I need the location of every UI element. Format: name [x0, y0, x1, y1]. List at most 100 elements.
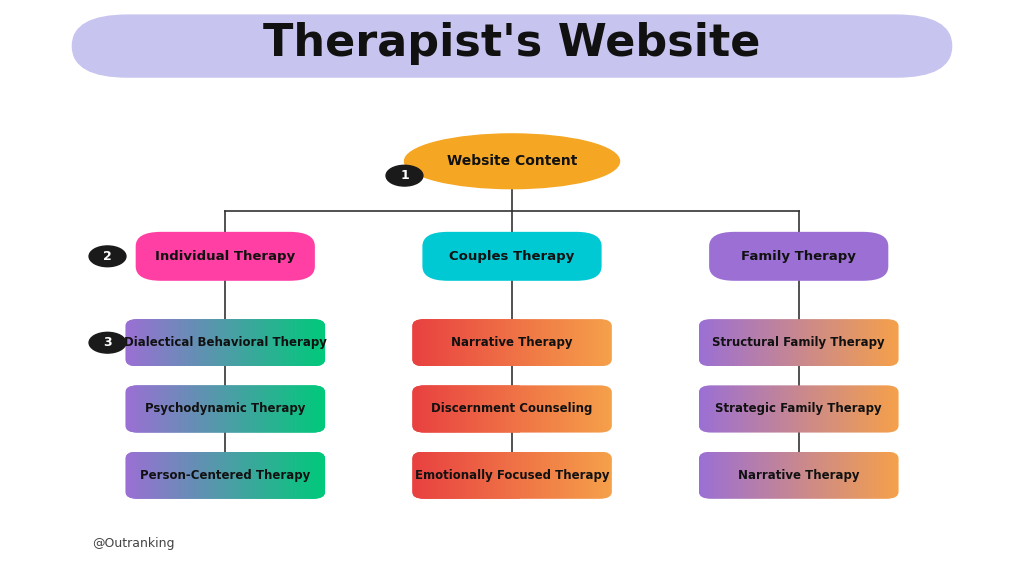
FancyBboxPatch shape: [843, 319, 844, 366]
FancyBboxPatch shape: [254, 385, 256, 433]
FancyBboxPatch shape: [256, 319, 258, 366]
FancyBboxPatch shape: [508, 319, 510, 366]
FancyBboxPatch shape: [858, 385, 859, 433]
FancyBboxPatch shape: [126, 385, 128, 433]
FancyBboxPatch shape: [578, 385, 580, 433]
FancyBboxPatch shape: [779, 319, 781, 366]
FancyBboxPatch shape: [840, 319, 841, 366]
FancyBboxPatch shape: [449, 452, 450, 499]
FancyBboxPatch shape: [276, 385, 278, 433]
FancyBboxPatch shape: [434, 319, 435, 366]
FancyBboxPatch shape: [167, 319, 169, 366]
FancyBboxPatch shape: [816, 385, 817, 433]
FancyBboxPatch shape: [198, 385, 199, 433]
FancyBboxPatch shape: [497, 385, 499, 433]
FancyBboxPatch shape: [513, 319, 514, 366]
FancyBboxPatch shape: [482, 452, 483, 499]
FancyBboxPatch shape: [897, 452, 898, 499]
FancyBboxPatch shape: [830, 319, 833, 366]
FancyBboxPatch shape: [524, 319, 525, 366]
FancyBboxPatch shape: [148, 319, 150, 366]
FancyBboxPatch shape: [145, 452, 146, 499]
FancyBboxPatch shape: [236, 319, 237, 366]
FancyBboxPatch shape: [163, 385, 164, 433]
FancyBboxPatch shape: [738, 385, 739, 433]
FancyBboxPatch shape: [189, 319, 190, 366]
FancyBboxPatch shape: [761, 385, 762, 433]
FancyBboxPatch shape: [418, 319, 420, 366]
FancyBboxPatch shape: [310, 452, 311, 499]
FancyBboxPatch shape: [161, 452, 162, 499]
FancyBboxPatch shape: [834, 385, 836, 433]
FancyBboxPatch shape: [469, 452, 471, 499]
FancyBboxPatch shape: [890, 385, 891, 433]
FancyBboxPatch shape: [585, 452, 587, 499]
FancyBboxPatch shape: [461, 452, 463, 499]
FancyBboxPatch shape: [797, 319, 799, 366]
FancyBboxPatch shape: [577, 385, 579, 433]
FancyBboxPatch shape: [850, 319, 851, 366]
FancyBboxPatch shape: [706, 452, 708, 499]
FancyBboxPatch shape: [792, 319, 794, 366]
FancyBboxPatch shape: [737, 385, 738, 433]
FancyBboxPatch shape: [140, 452, 142, 499]
FancyBboxPatch shape: [301, 319, 303, 366]
FancyBboxPatch shape: [889, 385, 890, 433]
FancyBboxPatch shape: [778, 385, 780, 433]
FancyBboxPatch shape: [159, 385, 160, 433]
FancyBboxPatch shape: [506, 452, 508, 499]
FancyBboxPatch shape: [502, 385, 504, 433]
FancyBboxPatch shape: [570, 319, 571, 366]
FancyBboxPatch shape: [831, 452, 834, 499]
FancyBboxPatch shape: [525, 385, 526, 433]
FancyBboxPatch shape: [261, 452, 263, 499]
FancyBboxPatch shape: [534, 385, 536, 433]
FancyBboxPatch shape: [417, 319, 419, 366]
FancyBboxPatch shape: [544, 319, 546, 366]
FancyBboxPatch shape: [523, 452, 524, 499]
FancyBboxPatch shape: [719, 452, 720, 499]
FancyBboxPatch shape: [871, 319, 873, 366]
FancyBboxPatch shape: [231, 452, 232, 499]
FancyBboxPatch shape: [199, 385, 200, 433]
FancyBboxPatch shape: [164, 452, 165, 499]
FancyBboxPatch shape: [413, 452, 415, 499]
FancyBboxPatch shape: [540, 319, 542, 366]
FancyBboxPatch shape: [131, 385, 133, 433]
FancyBboxPatch shape: [850, 385, 851, 433]
FancyBboxPatch shape: [751, 452, 753, 499]
FancyBboxPatch shape: [861, 385, 863, 433]
FancyBboxPatch shape: [445, 319, 446, 366]
FancyBboxPatch shape: [437, 385, 438, 433]
FancyBboxPatch shape: [511, 319, 512, 366]
FancyBboxPatch shape: [435, 319, 436, 366]
FancyBboxPatch shape: [250, 385, 252, 433]
FancyBboxPatch shape: [319, 385, 321, 433]
FancyBboxPatch shape: [843, 452, 844, 499]
FancyBboxPatch shape: [442, 385, 443, 433]
FancyBboxPatch shape: [425, 452, 427, 499]
FancyBboxPatch shape: [748, 452, 750, 499]
FancyBboxPatch shape: [135, 452, 137, 499]
FancyBboxPatch shape: [218, 385, 220, 433]
FancyBboxPatch shape: [532, 385, 534, 433]
FancyBboxPatch shape: [775, 385, 776, 433]
FancyBboxPatch shape: [713, 319, 715, 366]
FancyBboxPatch shape: [125, 385, 127, 433]
FancyBboxPatch shape: [831, 385, 834, 433]
FancyBboxPatch shape: [772, 385, 773, 433]
FancyBboxPatch shape: [825, 319, 827, 366]
FancyBboxPatch shape: [133, 319, 135, 366]
FancyBboxPatch shape: [557, 319, 558, 366]
FancyBboxPatch shape: [207, 452, 209, 499]
FancyBboxPatch shape: [195, 319, 196, 366]
FancyBboxPatch shape: [475, 319, 476, 366]
FancyBboxPatch shape: [488, 385, 489, 433]
FancyBboxPatch shape: [285, 319, 287, 366]
FancyBboxPatch shape: [269, 385, 270, 433]
FancyBboxPatch shape: [809, 385, 810, 433]
FancyBboxPatch shape: [437, 319, 438, 366]
FancyBboxPatch shape: [180, 319, 182, 366]
FancyBboxPatch shape: [572, 319, 574, 366]
FancyBboxPatch shape: [469, 319, 471, 366]
